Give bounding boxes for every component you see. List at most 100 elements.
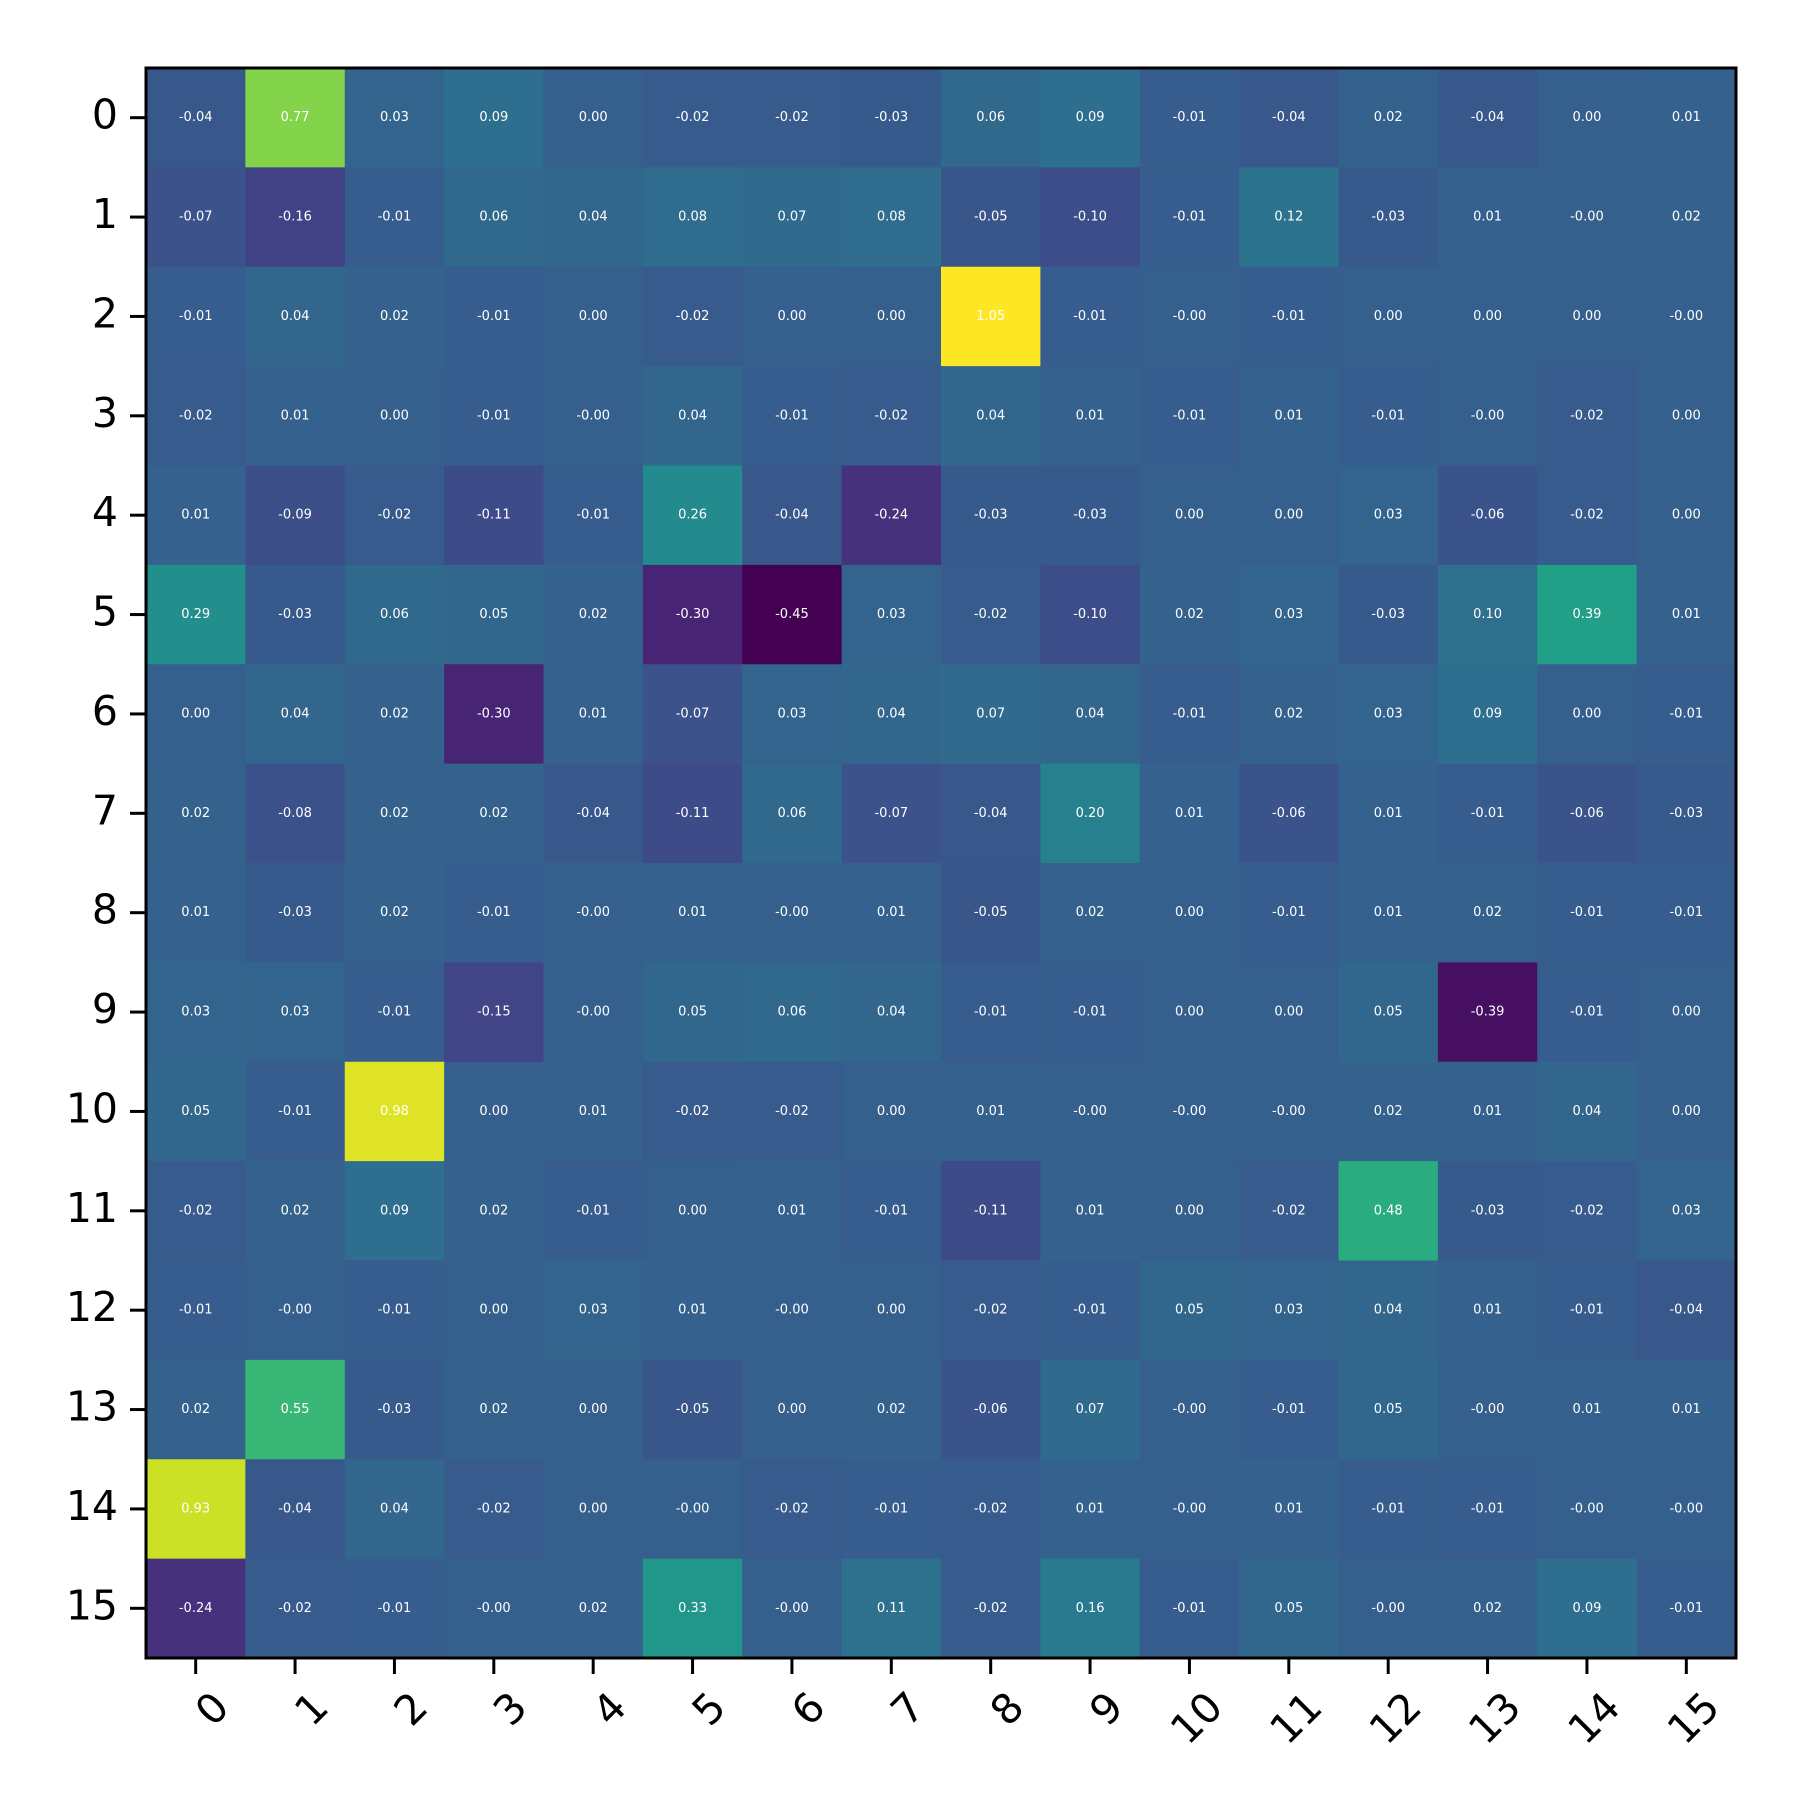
- heatmap-cell: [941, 266, 1041, 367]
- cell-value-label: -0.03: [278, 905, 312, 920]
- cell-value-label: -0.01: [378, 1005, 412, 1020]
- heatmap-cell: [245, 266, 346, 367]
- heatmap-cell: [543, 1359, 644, 1460]
- cell-value-label: 0.04: [976, 408, 1005, 423]
- heatmap-cell: [444, 1558, 545, 1659]
- heatmap-cell: [1040, 1161, 1141, 1262]
- cell-value-label: 0.04: [579, 210, 608, 225]
- cell-value-label: 0.00: [877, 309, 906, 324]
- cell-value-label: 0.05: [181, 1104, 210, 1119]
- y-tick-label: 4: [92, 488, 118, 536]
- cell-value-label: 0.01: [1076, 408, 1105, 423]
- cell-value-label: 0.01: [1374, 905, 1403, 920]
- x-tick-label: 13: [1459, 1683, 1530, 1754]
- heatmap-cell: [1239, 1260, 1340, 1361]
- cell-value-label: -0.03: [1471, 1203, 1505, 1218]
- heatmap-cell: [1437, 962, 1538, 1063]
- cell-value-label: -0.00: [775, 905, 809, 920]
- cell-value-label: 0.16: [1076, 1601, 1105, 1616]
- cell-value-label: -0.02: [477, 1501, 511, 1516]
- heatmap-cell: [642, 1359, 743, 1460]
- heatmap-cell: [1338, 1260, 1439, 1361]
- heatmap-cell: [1040, 962, 1141, 1063]
- cell-value-label: -0.03: [1371, 607, 1405, 622]
- y-tick-label: 6: [92, 687, 118, 735]
- heatmap-cell: [444, 1359, 545, 1460]
- heatmap-cell: [1239, 465, 1340, 566]
- cell-value-label: -0.01: [1173, 408, 1207, 423]
- cell-value-label: -0.02: [874, 408, 908, 423]
- cell-value-label: 0.48: [1374, 1203, 1403, 1218]
- cell-value-label: 0.02: [579, 1601, 608, 1616]
- heatmap-cell: [543, 1558, 644, 1659]
- heatmap-cell: [1537, 1558, 1638, 1659]
- heatmap-cell: [941, 1161, 1041, 1262]
- heatmap-cell: [742, 1359, 843, 1460]
- heatmap-cell: [1239, 1459, 1340, 1560]
- heatmap-cell: [941, 664, 1041, 765]
- cell-value-label: 0.09: [1076, 110, 1105, 125]
- heatmap-cell: [742, 1558, 843, 1659]
- cell-value-label: 0.03: [1274, 607, 1303, 622]
- cell-value-label: -0.02: [676, 309, 710, 324]
- cell-value-label: 0.01: [1175, 806, 1204, 821]
- heatmap-cell: [344, 1260, 445, 1361]
- x-tick-label: 10: [1161, 1683, 1232, 1754]
- cell-value-label: 0.04: [877, 1005, 906, 1020]
- cell-value-label: 0.02: [579, 607, 608, 622]
- heatmap-cell-labels: -0.04 0.77 0.03 0.09 0.00 -0.02 -0.02 -0.03 0.06…: [179, 110, 1703, 1616]
- cell-value-label: -0.06: [974, 1402, 1008, 1417]
- cell-value-label: 0.03: [877, 607, 906, 622]
- cell-value-label: 0.02: [479, 1203, 508, 1218]
- heatmap-cell: [1537, 664, 1638, 765]
- cell-value-label: 0.00: [678, 1203, 707, 1218]
- cell-value-label: -0.00: [576, 905, 610, 920]
- heatmap-cell: [1636, 863, 1737, 963]
- heatmap-cell: [1040, 763, 1141, 864]
- heatmap-cell: [1139, 962, 1240, 1063]
- heatmap-cell: [444, 763, 545, 864]
- x-tick-label: 12: [1360, 1683, 1431, 1754]
- heatmap-cell: [1537, 763, 1638, 864]
- cell-value-label: -0.00: [1173, 1104, 1207, 1119]
- heatmap-cell: [642, 962, 743, 1063]
- cell-value-label: 0.10: [1473, 607, 1502, 622]
- cell-value-label: 0.03: [579, 1303, 608, 1318]
- heatmap-cell: [344, 1558, 445, 1659]
- heatmap-cell: [1636, 1260, 1737, 1361]
- heatmap-cell: [941, 167, 1041, 268]
- heatmap-cell: [1437, 1061, 1538, 1162]
- cell-value-label: -0.00: [278, 1303, 312, 1318]
- heatmap-cell: [1437, 564, 1538, 665]
- heatmap-cell: [1139, 664, 1240, 765]
- heatmap-cell: [543, 1161, 644, 1262]
- cell-value-label: 0.02: [1672, 210, 1701, 225]
- heatmap-cell: [146, 1359, 246, 1460]
- heatmap-cell: [841, 1558, 942, 1659]
- cell-value-label: -0.11: [676, 806, 710, 821]
- y-tick-label: 8: [92, 886, 118, 934]
- cell-value-label: 0.03: [181, 1005, 210, 1020]
- cell-value-label: -0.07: [676, 706, 710, 721]
- heatmap-cell: [941, 1061, 1041, 1162]
- heatmap-cell: [742, 962, 843, 1063]
- cell-value-label: 0.01: [777, 1203, 806, 1218]
- heatmap-cell: [1537, 465, 1638, 566]
- heatmap-cell: [444, 266, 545, 367]
- cell-value-label: -0.01: [1669, 905, 1703, 920]
- heatmap-cell: [1437, 1161, 1538, 1262]
- cell-value-label: -0.00: [1173, 1501, 1207, 1516]
- heatmap-cell: [841, 366, 942, 467]
- cell-value-label: -0.00: [1073, 1104, 1107, 1119]
- cell-value-label: 0.07: [1076, 1402, 1105, 1417]
- cell-value-label: -0.02: [676, 1104, 710, 1119]
- heatmap-cell: [444, 167, 545, 268]
- x-tick-label: 5: [683, 1683, 735, 1735]
- heatmap-cell: [1537, 366, 1638, 467]
- heatmap-cell: [1139, 266, 1240, 367]
- cell-value-label: -0.02: [1272, 1203, 1306, 1218]
- cell-value-label: -0.01: [278, 1104, 312, 1119]
- heatmap-cell: [344, 962, 445, 1063]
- heatmap-cell: [1636, 763, 1737, 864]
